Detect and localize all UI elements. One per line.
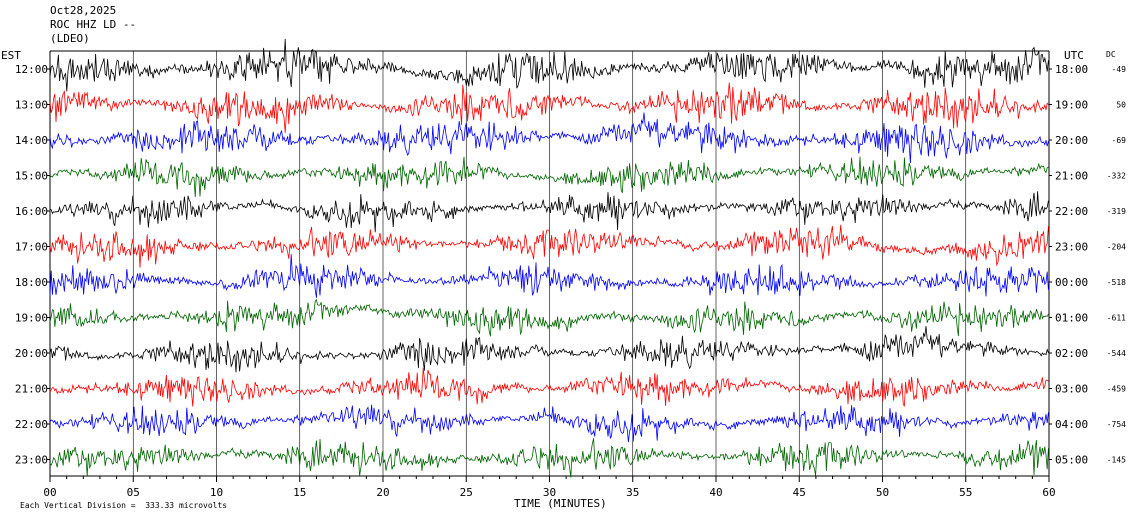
left-time-label: 17:00: [15, 241, 48, 254]
left-time-label: 13:00: [15, 99, 48, 112]
left-time-label: 20:00: [15, 347, 48, 360]
right-time-label: 02:00: [1055, 347, 1088, 360]
x-tick-label: 60: [1042, 486, 1055, 499]
left-time-label: 12:00: [15, 63, 48, 76]
left-time-label: 14:00: [15, 134, 48, 147]
dc-header: DC: [1106, 50, 1116, 59]
dc-offset-label: -332: [1107, 172, 1126, 181]
trace-1600: [50, 191, 1049, 233]
dc-offset-label: -459: [1107, 385, 1126, 394]
right-time-label: 05:00: [1055, 454, 1088, 467]
dc-offset-label: -204: [1107, 243, 1126, 252]
dc-offset-label: -544: [1107, 349, 1126, 358]
trace-1900: [49, 299, 1049, 337]
x-tick-label: 50: [876, 486, 889, 499]
x-tick-label: 55: [959, 486, 972, 499]
dc-offset-label: -145: [1107, 456, 1126, 465]
right-time-label: 22:00: [1055, 205, 1088, 218]
x-tick-label: 35: [626, 486, 639, 499]
right-timezone-label: UTC: [1064, 49, 1084, 62]
trace-1500: [49, 156, 1049, 198]
left-time-label: 23:00: [15, 454, 48, 467]
trace-2100: [49, 368, 1049, 407]
dc-offset-label: -49: [1112, 65, 1127, 74]
trace-2200: [49, 404, 1049, 443]
dc-offset-label: -69: [1112, 136, 1127, 145]
trace-2000: [49, 326, 1049, 373]
dc-offset-label: -319: [1107, 207, 1126, 216]
left-time-label: 22:00: [15, 418, 48, 431]
trace-1400: [49, 112, 1049, 164]
x-tick-label: 25: [460, 486, 473, 499]
right-time-label: 18:00: [1055, 63, 1088, 76]
right-time-label: 21:00: [1055, 170, 1088, 183]
x-tick-label: 40: [709, 486, 722, 499]
dc-offset-label: -611: [1107, 314, 1126, 323]
left-time-label: 15:00: [15, 170, 48, 183]
left-time-label: 19:00: [15, 312, 48, 325]
x-tick-label: 30: [543, 486, 556, 499]
right-time-label: 04:00: [1055, 418, 1088, 431]
x-tick-label: 45: [793, 486, 806, 499]
left-time-label: 16:00: [15, 205, 48, 218]
right-time-label: 00:00: [1055, 276, 1088, 289]
trace-1200: [49, 38, 1049, 92]
right-time-label: 19:00: [1055, 99, 1088, 112]
right-time-label: 01:00: [1055, 312, 1088, 325]
x-tick-label: 00: [43, 486, 56, 499]
trace-1300: [49, 82, 1049, 133]
x-axis-title: TIME (MINUTES): [514, 497, 607, 510]
dc-offset-label: -518: [1107, 278, 1126, 287]
trace-2300: [49, 438, 1049, 478]
header-network: (LDEO): [50, 32, 90, 45]
x-tick-label: 20: [376, 486, 389, 499]
right-time-label: 03:00: [1055, 383, 1088, 396]
dc-offset-label: -754: [1107, 420, 1126, 429]
footer-scale-note: Each Vertical Division = 333.33 microvol…: [20, 501, 228, 510]
left-timezone-label: EST: [1, 49, 21, 62]
right-time-label: 23:00: [1055, 241, 1088, 254]
header-station: ROC HHZ LD --: [50, 18, 137, 31]
left-time-label: 21:00: [15, 383, 48, 396]
header-date: Oct28,2025: [50, 4, 117, 17]
right-time-label: 20:00: [1055, 134, 1088, 147]
trace-1800: [49, 254, 1049, 298]
left-time-label: 18:00: [15, 276, 48, 289]
x-tick-label: 15: [293, 486, 306, 499]
dc-offset-label: 50: [1116, 101, 1126, 110]
x-tick-label: 05: [127, 486, 140, 499]
x-tick-label: 10: [210, 486, 223, 499]
trace-1700: [49, 224, 1049, 268]
